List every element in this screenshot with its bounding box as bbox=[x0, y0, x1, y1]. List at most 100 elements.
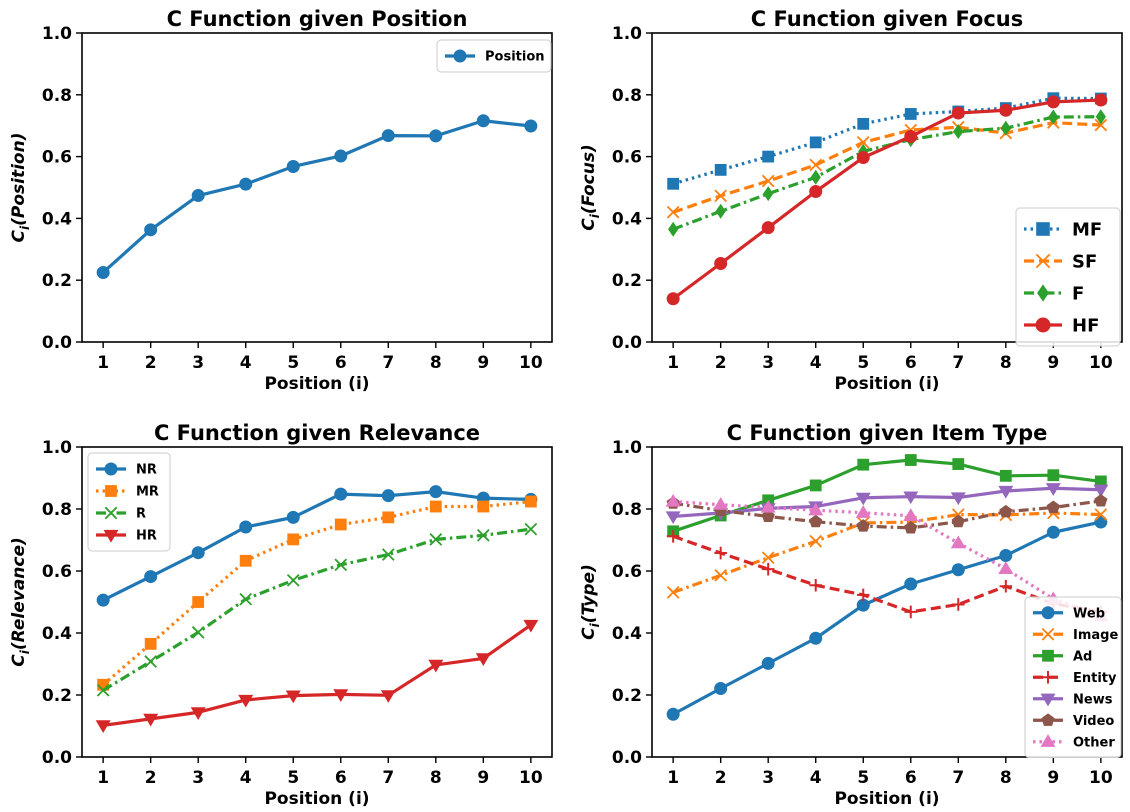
data-point bbox=[761, 562, 775, 576]
data-point bbox=[713, 497, 729, 510]
y-axis-label: Ci(Focus) bbox=[579, 144, 602, 230]
x-tick-label: 5 bbox=[287, 768, 299, 788]
data-point bbox=[1095, 109, 1106, 125]
x-tick-label: 4 bbox=[810, 353, 822, 373]
series-news bbox=[665, 483, 1109, 525]
data-point bbox=[191, 189, 205, 203]
chart-title: C Function given Position bbox=[167, 7, 468, 31]
data-point bbox=[239, 554, 252, 567]
data-point bbox=[1094, 118, 1108, 132]
y-tick-label: 0.6 bbox=[612, 148, 642, 168]
x-tick-label: 2 bbox=[715, 768, 727, 788]
legend-marker bbox=[1037, 284, 1049, 302]
chart-title: C Function given Item Type bbox=[727, 421, 1048, 445]
data-point bbox=[998, 561, 1014, 574]
y-tick-label: 1.0 bbox=[612, 24, 642, 44]
legend-label: NR bbox=[136, 463, 157, 478]
legend-label: Web bbox=[1073, 606, 1105, 621]
series-line bbox=[102, 623, 532, 727]
x-tick-label: 10 bbox=[1089, 353, 1113, 373]
data-point bbox=[761, 221, 775, 235]
y-tick-label: 1.0 bbox=[42, 24, 72, 44]
x-axis-label: Position (i) bbox=[834, 789, 939, 809]
data-point bbox=[856, 136, 870, 149]
plot-area bbox=[96, 114, 538, 279]
y-tick-label: 0.4 bbox=[612, 624, 642, 644]
y-tick-label: 1.0 bbox=[612, 438, 642, 458]
y-tick-label: 0.2 bbox=[612, 686, 642, 706]
data-point bbox=[999, 504, 1013, 518]
x-tick-label: 5 bbox=[287, 353, 299, 373]
data-point bbox=[857, 458, 870, 471]
legend-marker bbox=[1041, 670, 1055, 684]
legend-label: Image bbox=[1073, 628, 1118, 643]
legend-marker bbox=[453, 49, 467, 63]
data-point bbox=[524, 119, 538, 133]
data-point bbox=[144, 655, 158, 668]
data-point bbox=[287, 533, 300, 546]
legend-label: R bbox=[136, 507, 146, 522]
data-point bbox=[96, 265, 110, 279]
data-point bbox=[1046, 95, 1060, 109]
data-point bbox=[952, 458, 965, 470]
chart-panel-1: C Function given Position 0.0 0.2 0.4 0.6 0.8… bbox=[9, 7, 553, 394]
data-point bbox=[714, 189, 728, 203]
x-tick-label: 10 bbox=[1089, 768, 1113, 788]
data-point bbox=[1093, 484, 1109, 498]
data-point bbox=[904, 577, 918, 591]
y-tick-label: 0.4 bbox=[42, 209, 72, 229]
data-point bbox=[904, 108, 917, 120]
y-tick-label: 0.0 bbox=[42, 333, 72, 353]
data-point bbox=[761, 656, 775, 670]
legend-box bbox=[436, 39, 552, 73]
chart-panel-4: C Function given Item Type 0.0 0.2 0.4 0.6 0.… bbox=[579, 421, 1123, 809]
plot-frame bbox=[651, 32, 1123, 343]
x-tick-label: 5 bbox=[857, 353, 869, 373]
data-point bbox=[951, 598, 965, 611]
data-point bbox=[714, 257, 728, 271]
data-point bbox=[428, 659, 444, 673]
data-point bbox=[239, 592, 253, 606]
series-line bbox=[102, 119, 532, 274]
data-point bbox=[761, 174, 775, 188]
plot-area bbox=[665, 454, 1109, 721]
legend-box bbox=[87, 452, 171, 552]
data-point bbox=[903, 508, 919, 521]
x-tick-label: 3 bbox=[192, 353, 204, 373]
x-tick-label: 1 bbox=[667, 353, 679, 373]
data-point bbox=[999, 103, 1013, 117]
data-point bbox=[950, 492, 966, 506]
y-axis-label: Ci(Relevance) bbox=[9, 537, 32, 667]
x-tick-label: 2 bbox=[145, 768, 157, 788]
plot-frame bbox=[81, 32, 553, 343]
legend-marker bbox=[1035, 253, 1051, 269]
y-tick-label: 0.6 bbox=[42, 148, 72, 168]
x-tick-label: 2 bbox=[145, 353, 157, 373]
y-tick-label: 0.0 bbox=[612, 333, 642, 353]
series-mr bbox=[97, 495, 537, 691]
data-point bbox=[665, 493, 681, 507]
legend: NR MR R HR bbox=[87, 452, 171, 552]
data-point bbox=[1046, 500, 1060, 514]
series-line bbox=[102, 499, 532, 686]
data-point bbox=[475, 653, 491, 667]
x-tick-label: 1 bbox=[97, 353, 109, 373]
data-point bbox=[950, 535, 966, 549]
data-point bbox=[1046, 525, 1060, 539]
series-line bbox=[102, 527, 532, 692]
legend-marker bbox=[105, 485, 117, 497]
x-tick-label: 6 bbox=[335, 353, 347, 373]
y-tick-label: 0.8 bbox=[42, 500, 72, 520]
data-point bbox=[714, 163, 727, 176]
data-point bbox=[761, 551, 775, 565]
x-axis-label: Position (i) bbox=[264, 789, 369, 809]
plot-area bbox=[95, 485, 539, 733]
data-point bbox=[953, 124, 964, 140]
legend-marker bbox=[103, 529, 119, 543]
y-tick-label: 0.8 bbox=[612, 86, 642, 106]
data-point bbox=[667, 177, 680, 190]
series-line bbox=[672, 511, 1101, 594]
data-point bbox=[143, 713, 159, 727]
x-tick-label: 9 bbox=[1047, 768, 1059, 788]
x-tick-label: 9 bbox=[1047, 353, 1059, 373]
